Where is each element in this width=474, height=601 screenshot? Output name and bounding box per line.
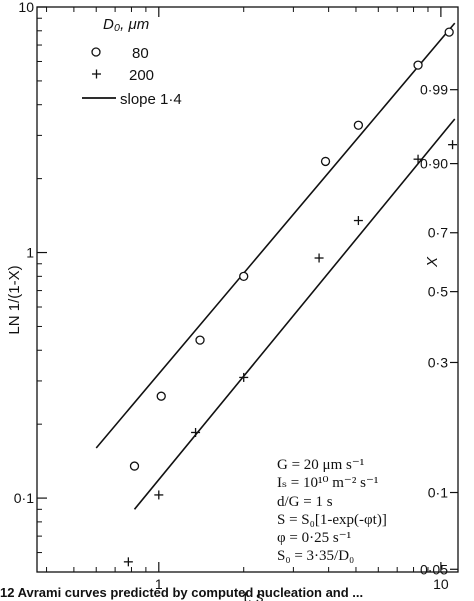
- fit-line-200: [133, 118, 456, 510]
- y2-tick-label: 0·1: [428, 485, 448, 501]
- annotation-line: φ = 0·25 s⁻¹: [277, 530, 352, 547]
- data-point-80: [195, 335, 205, 345]
- fit-line-80: [95, 22, 456, 449]
- data-point-80: [239, 271, 249, 281]
- y-tick-label: 10: [18, 0, 34, 15]
- y2-tick-label: 0·5: [428, 284, 448, 300]
- annotation-line: S = S₀[1-exp(-φt)]: [277, 511, 387, 528]
- parameter-annotations: G = 20 μm s⁻¹ Iₛ = 10¹⁰ m⁻² s⁻¹ d/G = 1 …: [277, 456, 474, 566]
- y2-tick-label: 0·99: [420, 82, 448, 98]
- y-tick-label: 0·1: [14, 490, 34, 506]
- x-tick-label: 10: [433, 576, 449, 592]
- data-point-80: [444, 27, 454, 37]
- data-point-80: [129, 461, 140, 471]
- data-point-200: [413, 154, 423, 164]
- data-point-200: [314, 253, 324, 263]
- data-point-200: [154, 490, 164, 500]
- data-point-200: [191, 427, 201, 437]
- y-tick-label: 1: [26, 245, 34, 261]
- data-point-80: [413, 60, 423, 70]
- figure-caption: 12 Avrami curves predicted by computed n…: [0, 585, 364, 600]
- data-point-200: [239, 372, 249, 382]
- y2-axis-title: X: [424, 256, 441, 268]
- annotation-line: S₀ = 3·35/D₀: [277, 548, 355, 565]
- data-point-80: [156, 391, 166, 401]
- y2-tick-label: 0·7: [428, 225, 448, 241]
- data-point-80: [320, 156, 331, 167]
- data-point-200: [123, 557, 133, 567]
- legend-circle-marker: [91, 47, 101, 57]
- y2-tick-label: 0·3: [428, 354, 448, 370]
- legend-label: slope 1·4: [120, 91, 182, 108]
- x-axis-title: t, s: [243, 589, 263, 601]
- annotation-line: d/G = 1 s: [277, 493, 333, 510]
- y2-tick-label: 0·05: [420, 561, 448, 577]
- legend-label: 200: [129, 67, 154, 84]
- data-point-80: [353, 120, 364, 130]
- data-point-200: [448, 140, 458, 150]
- legend-title: D₀, μm: [103, 16, 149, 33]
- data-point-200: [353, 216, 363, 226]
- y-axis-title: LN 1/(1-X): [6, 265, 23, 334]
- annotation-line: Iₛ = 10¹⁰ m⁻² s⁻¹: [277, 475, 379, 492]
- legend-label: 80: [132, 45, 149, 62]
- annotation-line: G = 20 μm s⁻¹: [277, 457, 365, 473]
- x-tick-label: 1: [155, 576, 163, 592]
- y2-tick-label: 0·90: [420, 156, 448, 172]
- plot-frame: [36, 6, 459, 573]
